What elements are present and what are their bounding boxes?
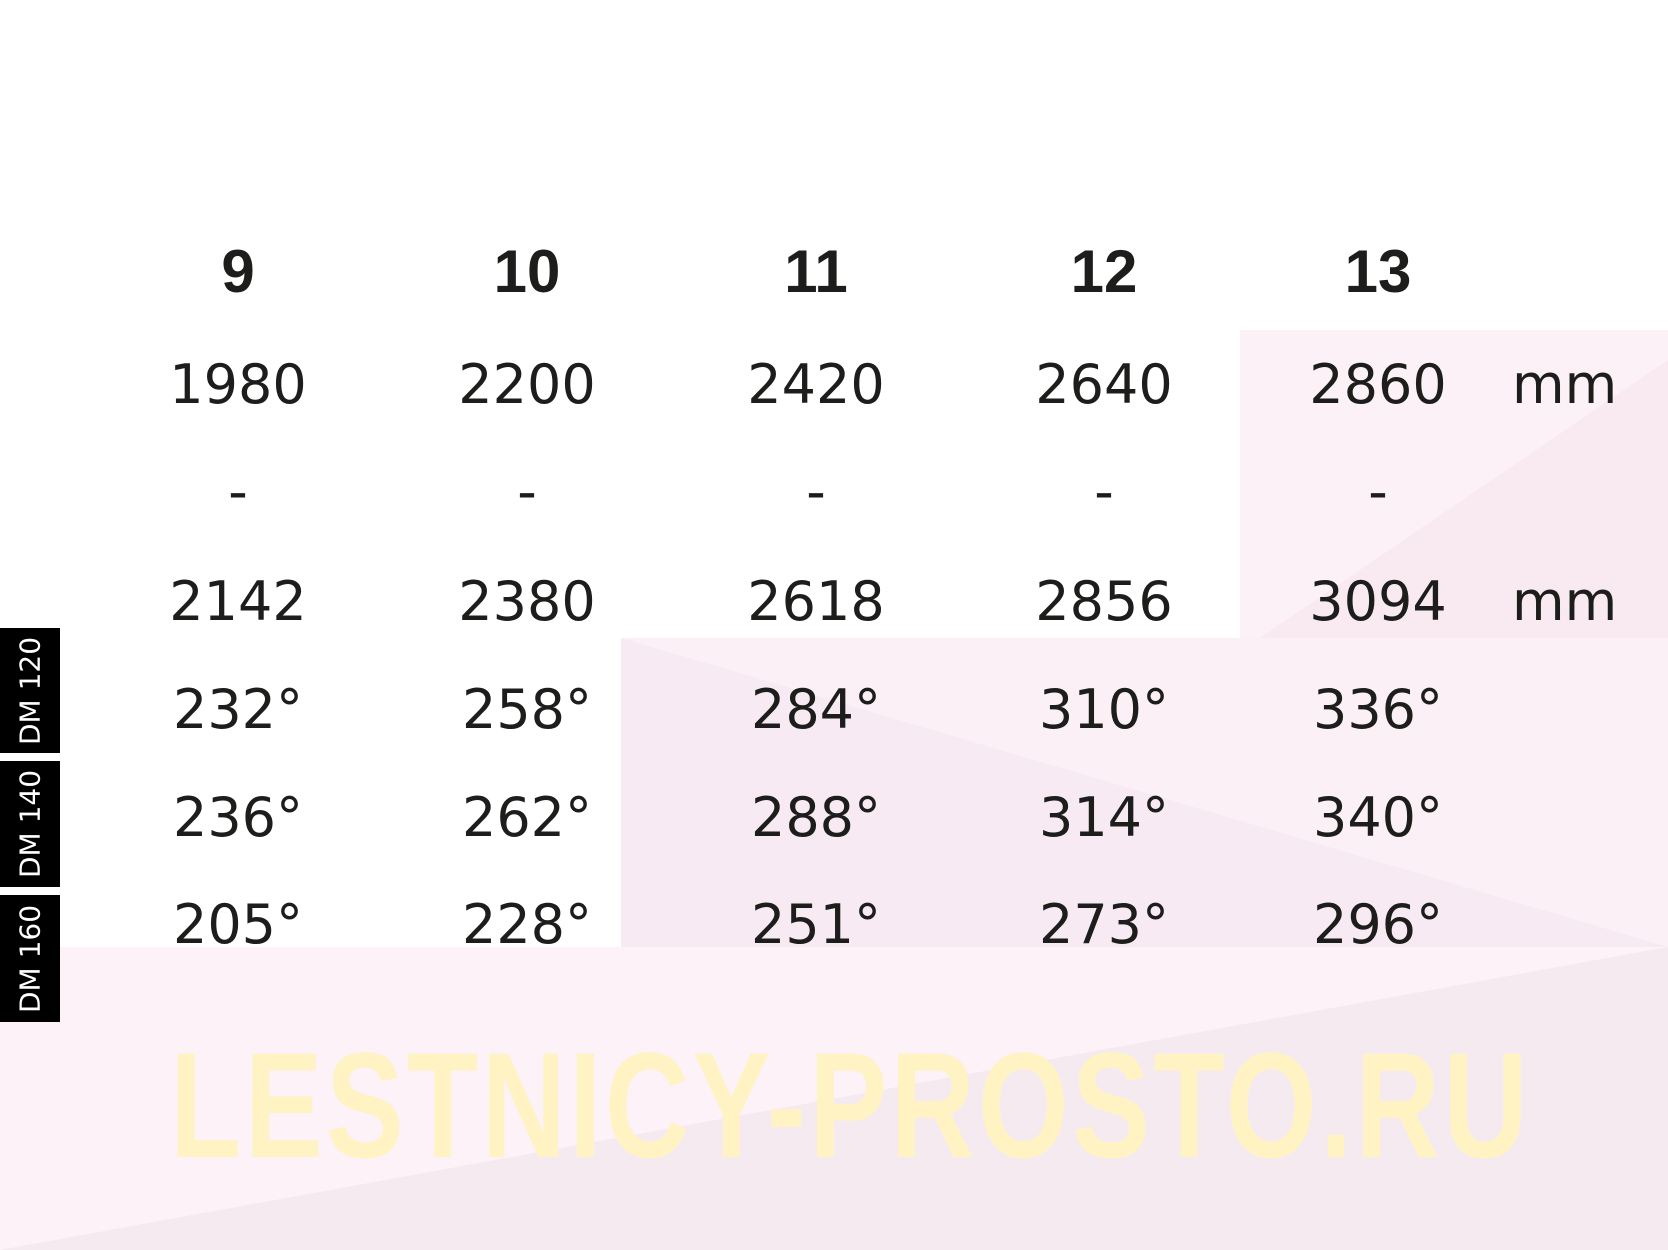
bg-shape-bottom-diagonal [0, 947, 1668, 1250]
dm120-angle-cell: 284° [750, 678, 882, 741]
dm140-angle-cell: 340° [1312, 786, 1444, 849]
dm160-angle-cell: 205° [172, 893, 304, 956]
dm120-angle-cell: 258° [461, 678, 593, 741]
dm120-angle-cell: 336° [1312, 678, 1444, 741]
unit-label: mm [1512, 570, 1618, 633]
separator-cell: - [1094, 460, 1114, 523]
column-header: 11 [784, 238, 848, 305]
length-min-cell: 2420 [747, 353, 885, 416]
dm140-angle-cell: 314° [1038, 786, 1170, 849]
column-header: 9 [221, 238, 255, 305]
dm120-angle-cell: 310° [1038, 678, 1170, 741]
separator-cell: - [806, 460, 826, 523]
length-min-cell: 2860 [1309, 353, 1447, 416]
length-min-cell: 1980 [169, 353, 307, 416]
unit-label: mm [1512, 353, 1618, 416]
row-label-text: DM 140 [13, 769, 47, 879]
dm160-angle-cell: 296° [1312, 893, 1444, 956]
row-label-text: DM 160 [13, 904, 47, 1013]
length-max-cell: 3094 [1309, 570, 1447, 633]
dm160-angle-cell: 273° [1038, 893, 1170, 956]
length-max-cell: 2380 [458, 570, 596, 633]
dm140-angle-cell: 288° [750, 786, 882, 849]
length-max-cell: 2856 [1035, 570, 1173, 633]
length-max-cell: 2142 [169, 570, 307, 633]
column-header: 12 [1070, 238, 1138, 305]
bg-shape-middle-diagonal [621, 638, 1668, 947]
bg-shape-diagonal [1260, 360, 1668, 638]
dm160-angle-cell: 228° [461, 893, 593, 956]
dm140-angle-cell: 236° [172, 786, 304, 849]
column-header: 10 [493, 238, 561, 305]
separator-cell: - [517, 460, 537, 523]
watermark: LESTNICY-PROSTO.RU [170, 1021, 1531, 1189]
dm120-angle-cell: 232° [172, 678, 304, 741]
dm140-angle-cell: 262° [461, 786, 593, 849]
row-label-text: DM 120 [13, 636, 47, 745]
separator-cell: - [1368, 460, 1388, 523]
row-label-dm120: DM 120 [0, 628, 60, 753]
dm160-angle-cell: 251° [750, 893, 882, 956]
separator-cell: - [228, 460, 248, 523]
column-header: 13 [1344, 238, 1412, 305]
row-label-dm160: DM 160 [0, 895, 60, 1022]
row-label-dm140: DM 140 [0, 761, 60, 887]
length-min-cell: 2640 [1035, 353, 1173, 416]
length-max-cell: 2618 [747, 570, 885, 633]
length-min-cell: 2200 [458, 353, 596, 416]
